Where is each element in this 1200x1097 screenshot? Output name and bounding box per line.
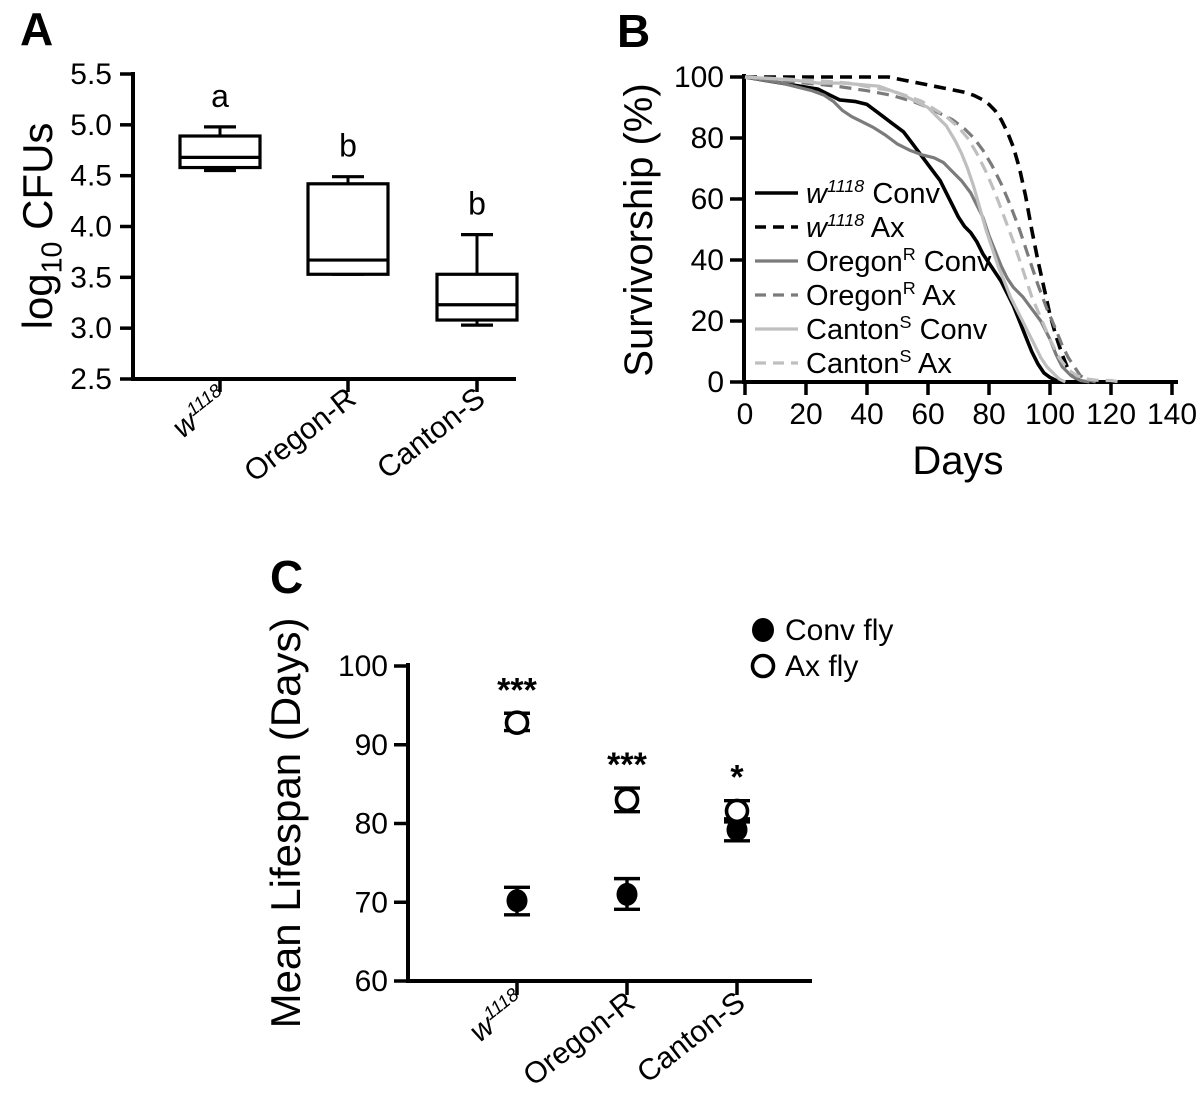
panel-a-xtick-label: Oregon-R xyxy=(238,382,362,489)
panel-b-xtick-label: 80 xyxy=(972,398,1005,431)
panel-c-ytick-label: 80 xyxy=(355,808,388,841)
panel-b-xtick-label: 120 xyxy=(1086,398,1136,431)
conv-point xyxy=(726,818,748,842)
panel-a-sig-letter: a xyxy=(211,78,229,114)
panel-c-ytick-label: 100 xyxy=(338,650,388,683)
boxplot-Oregon-R xyxy=(306,175,390,276)
panel-b-xtick-label: 140 xyxy=(1147,398,1197,431)
panel-b-xtick-label: 0 xyxy=(737,398,754,431)
conv-point xyxy=(506,889,528,913)
panel-c-xtick-label: w1118 xyxy=(462,983,532,1048)
survival-curve-1 xyxy=(745,75,1088,384)
panel-a-ytick-label: 2.5 xyxy=(70,363,112,396)
panel-b-legend-label: OregonR Ax xyxy=(806,278,957,312)
panel-b-ytick-label: 60 xyxy=(691,183,724,216)
panel-c-ylabel: Mean Lifespan (Days) xyxy=(262,618,309,1029)
panel-label-b: B xyxy=(617,5,651,57)
panel-c-axes xyxy=(406,663,812,983)
survival-curve-3 xyxy=(744,75,1097,384)
box xyxy=(178,134,262,170)
panel-b-xtick-label: 40 xyxy=(850,398,883,431)
panel-a-xtick-label: w1118 xyxy=(165,379,235,444)
legend-filled-circle-icon xyxy=(752,618,774,642)
panel-a-ytick-label: 4.0 xyxy=(70,211,112,244)
box xyxy=(435,272,519,322)
panel-a-ytick-label: 3.5 xyxy=(70,261,112,294)
panel-c-sig-stars: *** xyxy=(607,746,647,784)
panel-c-ytick-label: 90 xyxy=(355,729,388,762)
panel-a-sig-letter: b xyxy=(339,128,357,164)
panel-b-legend-label: w1118 Ax xyxy=(806,210,905,244)
survival-curve-4 xyxy=(744,75,1067,384)
panel-c-sig-stars: *** xyxy=(497,671,537,709)
panel-b-ytick-label: 100 xyxy=(674,61,724,94)
panel-c-sig-stars: * xyxy=(730,759,744,797)
survival-curve-5 xyxy=(744,75,1121,384)
panel-c-xtick-label: Oregon-R xyxy=(517,986,641,1093)
panel-b-xtick-label: 100 xyxy=(1025,398,1075,431)
lifespan-group-Canton-S xyxy=(724,798,750,843)
panel-b-xtick-label: 60 xyxy=(911,398,944,431)
panel-c-legend-label-conv: Conv fly xyxy=(785,614,893,647)
legend-open-circle-icon xyxy=(750,653,776,679)
ax-point xyxy=(614,787,640,813)
panel-b-xlabel: Days xyxy=(912,439,1003,483)
panel-b-legend-label: CantonS Ax xyxy=(806,346,952,380)
panel-b-survival-curves: 0 20 40 60 80 100 0 20 40 60 80 100 120 140 Survivorsh… xyxy=(617,61,1197,483)
panel-c-ytick-label: 70 xyxy=(355,886,388,919)
panel-c-xtick-label: Canton-S xyxy=(631,986,751,1090)
panel-a-ytick-label: 4.5 xyxy=(70,160,112,193)
panel-b-legend-label: OregonR Conv xyxy=(806,244,992,278)
boxplot-w1118 xyxy=(178,125,262,173)
panel-b-ytick-label: 80 xyxy=(691,122,724,155)
panel-c-legend-label-ax: Ax fly xyxy=(785,650,858,683)
boxplot-Canton-S xyxy=(435,233,519,327)
lifespan-group-w1118 xyxy=(504,710,530,917)
panel-a-sig-letter: b xyxy=(468,186,486,222)
panel-b-xtick-label: 20 xyxy=(789,398,822,431)
panel-label-a: A xyxy=(20,3,54,55)
panel-c-ytick-label: 60 xyxy=(355,965,388,998)
panel-a-ylabel: log10 CFUs xyxy=(14,123,68,330)
panel-b-ylabel: Survivorship (%) xyxy=(617,83,661,376)
lifespan-group-Oregon-R xyxy=(614,786,640,912)
panel-b-ytick-label: 40 xyxy=(691,244,724,277)
panel-a-ytick-label: 3.0 xyxy=(70,312,112,345)
panel-b-legend-label: w1118 Conv xyxy=(806,176,941,210)
panel-b-ytick-label: 0 xyxy=(707,366,724,399)
panel-a-ytick-label: 5.5 xyxy=(70,58,112,91)
panel-b-legend-label: CantonS Conv xyxy=(806,312,988,346)
survival-curve-0 xyxy=(744,75,1063,384)
ax-point xyxy=(724,798,750,824)
panel-b-ytick-label: 20 xyxy=(691,305,724,338)
panel-label-c: C xyxy=(270,551,304,603)
panel-a-xtick-label: Canton-S xyxy=(371,382,491,486)
ax-point xyxy=(504,710,530,735)
conv-point xyxy=(616,882,638,906)
panel-a-ytick-label: 5.0 xyxy=(70,109,112,142)
panel-c-lifespan-scatter: 100 90 80 70 60 Mean Lifespan (Days) w1118Oreg… xyxy=(262,614,893,1093)
